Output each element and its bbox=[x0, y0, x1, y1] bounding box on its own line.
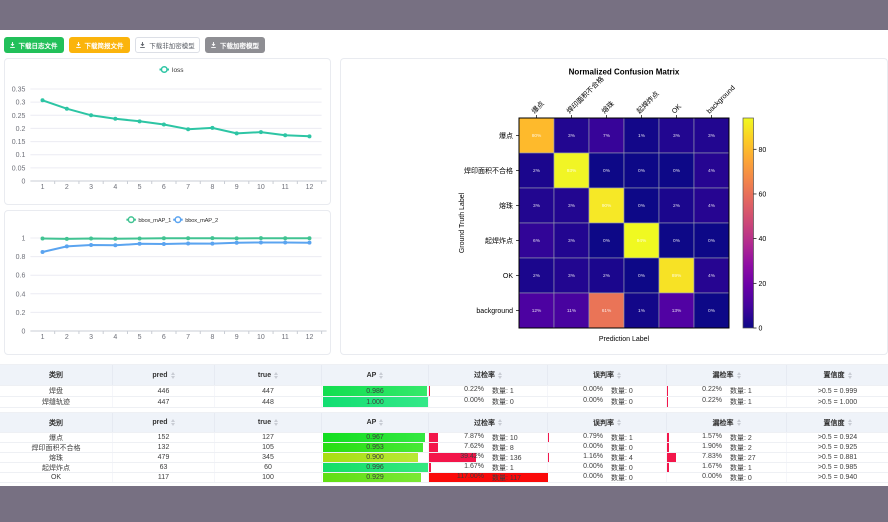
svg-text:4%: 4% bbox=[708, 273, 716, 279]
svg-text:1%: 1% bbox=[638, 308, 646, 314]
svg-text:0.15: 0.15 bbox=[11, 139, 25, 146]
svg-text:11: 11 bbox=[281, 184, 288, 191]
svg-text:4%: 4% bbox=[708, 203, 716, 209]
svg-text:7: 7 bbox=[186, 184, 190, 191]
svg-text:3%: 3% bbox=[568, 238, 576, 244]
svg-text:12%: 12% bbox=[531, 308, 541, 314]
svg-text:1%: 1% bbox=[638, 133, 646, 139]
svg-text:0: 0 bbox=[758, 326, 762, 333]
svg-text:3: 3 bbox=[89, 184, 93, 191]
svg-text:0%: 0% bbox=[673, 238, 681, 244]
svg-text:61%: 61% bbox=[601, 308, 611, 314]
svg-text:Ground Truth Label: Ground Truth Label bbox=[459, 192, 466, 253]
svg-text:3%: 3% bbox=[568, 203, 576, 209]
svg-text:2%: 2% bbox=[533, 273, 541, 279]
svg-text:3%: 3% bbox=[673, 133, 681, 139]
svg-text:10: 10 bbox=[257, 334, 265, 341]
svg-text:11%: 11% bbox=[566, 308, 576, 314]
svg-text:89%: 89% bbox=[671, 273, 681, 279]
svg-text:熔珠: 熔珠 bbox=[499, 201, 513, 210]
svg-text:0.3: 0.3 bbox=[15, 100, 25, 107]
svg-text:Normalized Confusion Matrix: Normalized Confusion Matrix bbox=[568, 68, 679, 77]
svg-text:bbox_mAP_2: bbox_mAP_2 bbox=[185, 218, 218, 224]
svg-text:5: 5 bbox=[137, 184, 141, 191]
svg-text:0%: 0% bbox=[638, 168, 646, 174]
svg-text:13%: 13% bbox=[671, 308, 681, 314]
svg-text:6: 6 bbox=[161, 334, 165, 341]
svg-text:0%: 0% bbox=[708, 238, 716, 244]
svg-text:0.2: 0.2 bbox=[15, 310, 25, 317]
svg-text:0.6: 0.6 bbox=[15, 273, 25, 280]
svg-text:20: 20 bbox=[758, 281, 766, 288]
svg-text:80%: 80% bbox=[531, 133, 541, 139]
svg-text:0%: 0% bbox=[708, 308, 716, 314]
svg-text:6%: 6% bbox=[533, 238, 541, 244]
svg-text:4%: 4% bbox=[708, 168, 716, 174]
svg-text:0.25: 0.25 bbox=[11, 113, 25, 120]
svg-text:3%: 3% bbox=[533, 203, 541, 209]
svg-text:0%: 0% bbox=[603, 168, 611, 174]
svg-text:background: background bbox=[705, 85, 736, 116]
svg-text:6: 6 bbox=[161, 184, 165, 191]
svg-text:7: 7 bbox=[186, 334, 190, 341]
svg-text:0.2: 0.2 bbox=[15, 126, 25, 133]
svg-text:3%: 3% bbox=[568, 133, 576, 139]
svg-text:loss: loss bbox=[172, 67, 184, 74]
svg-text:8: 8 bbox=[210, 334, 214, 341]
svg-text:5: 5 bbox=[137, 334, 141, 341]
svg-text:0%: 0% bbox=[603, 238, 611, 244]
svg-text:0.35: 0.35 bbox=[11, 87, 25, 94]
svg-text:90%: 90% bbox=[601, 203, 611, 209]
svg-text:8: 8 bbox=[210, 184, 214, 191]
svg-text:0.05: 0.05 bbox=[11, 165, 25, 172]
svg-text:12: 12 bbox=[305, 184, 313, 191]
svg-text:2%: 2% bbox=[673, 203, 681, 209]
svg-text:93%: 93% bbox=[566, 168, 576, 174]
svg-text:40: 40 bbox=[758, 236, 766, 243]
svg-text:0%: 0% bbox=[673, 168, 681, 174]
svg-text:bbox_mAP_1: bbox_mAP_1 bbox=[138, 218, 171, 224]
svg-text:12: 12 bbox=[305, 334, 313, 341]
svg-text:起焊炸点: 起焊炸点 bbox=[634, 89, 660, 115]
svg-text:4: 4 bbox=[113, 334, 117, 341]
svg-text:94%: 94% bbox=[636, 238, 646, 244]
svg-text:2%: 2% bbox=[533, 168, 541, 174]
svg-text:80: 80 bbox=[758, 147, 766, 154]
svg-text:OK: OK bbox=[670, 103, 682, 115]
svg-text:2: 2 bbox=[64, 184, 68, 191]
svg-text:60: 60 bbox=[758, 191, 766, 198]
svg-text:4: 4 bbox=[113, 184, 117, 191]
svg-text:7%: 7% bbox=[603, 133, 611, 139]
svg-text:1: 1 bbox=[40, 334, 44, 341]
svg-text:2%: 2% bbox=[603, 273, 611, 279]
svg-text:焊印面积不合格: 焊印面积不合格 bbox=[564, 74, 605, 115]
svg-text:Prediction Label: Prediction Label bbox=[598, 336, 649, 343]
svg-text:0.8: 0.8 bbox=[15, 254, 25, 261]
svg-text:background: background bbox=[476, 308, 513, 315]
svg-text:1: 1 bbox=[40, 184, 44, 191]
svg-text:3%: 3% bbox=[568, 273, 576, 279]
svg-text:爆点: 爆点 bbox=[529, 99, 545, 115]
svg-text:0: 0 bbox=[21, 329, 25, 336]
svg-text:熔珠: 熔珠 bbox=[599, 99, 615, 115]
svg-text:10: 10 bbox=[257, 184, 265, 191]
svg-text:9: 9 bbox=[234, 334, 238, 341]
svg-text:焊印面积不合格: 焊印面积不合格 bbox=[464, 166, 513, 175]
svg-text:1: 1 bbox=[21, 236, 25, 243]
svg-text:0%: 0% bbox=[638, 203, 646, 209]
svg-text:OK: OK bbox=[502, 273, 512, 280]
svg-text:0: 0 bbox=[21, 179, 25, 186]
svg-text:起焊炸点: 起焊炸点 bbox=[485, 236, 513, 245]
svg-text:3%: 3% bbox=[708, 133, 716, 139]
svg-text:爆点: 爆点 bbox=[499, 131, 513, 140]
svg-text:11: 11 bbox=[281, 334, 288, 341]
svg-text:0.4: 0.4 bbox=[15, 291, 25, 298]
svg-text:0%: 0% bbox=[638, 273, 646, 279]
svg-text:0.1: 0.1 bbox=[15, 152, 25, 159]
svg-text:2: 2 bbox=[64, 334, 68, 341]
svg-text:9: 9 bbox=[234, 184, 238, 191]
svg-text:3: 3 bbox=[89, 334, 93, 341]
